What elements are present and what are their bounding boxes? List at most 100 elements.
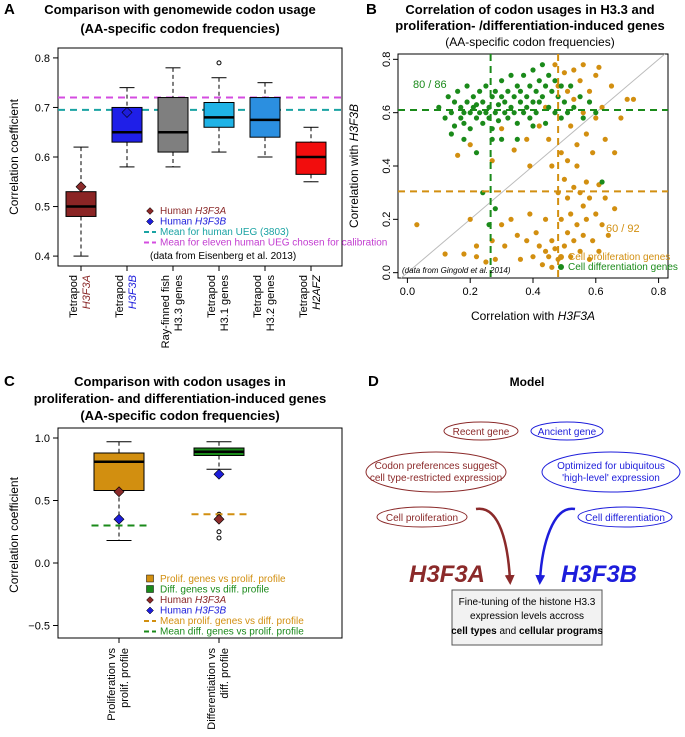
b-point: [612, 150, 618, 156]
b-point: [558, 115, 564, 121]
a-box-3: [203, 60, 235, 153]
b-ytick-label: 0.2: [381, 212, 393, 227]
b-point: [530, 99, 536, 105]
panel-d-model: Model Recent gene Ancient gene Codon pre…: [365, 375, 681, 646]
b-point: [505, 88, 511, 94]
b-xtick-label: 0.4: [525, 286, 540, 298]
model-title: Model: [510, 375, 545, 389]
b-point: [552, 62, 558, 68]
legend-label-gene: H3F3B: [195, 606, 226, 617]
legend-label-4: Mean prolif. genes vs diff. profile: [160, 616, 304, 627]
b-point: [536, 99, 542, 105]
box-body: [93, 452, 145, 491]
b-point: [451, 123, 458, 129]
model-box-line3: cell types and cellular programs: [451, 626, 603, 637]
b-point: [499, 126, 505, 132]
a-category-label-2: Ray-finned fishH3.3 genes: [160, 275, 185, 349]
legend-square-1: [146, 585, 154, 593]
b-point: [508, 216, 514, 222]
b-point: [599, 104, 605, 110]
b-point: [558, 150, 564, 156]
panel-c-title-line1: Comparison with codon usages in: [74, 374, 286, 389]
a-category-label-0: TetrapodH3F3A: [68, 275, 93, 318]
a-ytick-label: 0.8: [35, 53, 50, 65]
b-point: [546, 136, 552, 142]
b-point: [586, 99, 593, 105]
c-marker-1: [113, 513, 125, 525]
model-arrow-proliferation: [475, 507, 515, 585]
category-label-line2: diff. profile: [219, 648, 231, 699]
panel-c-category-labels: Proliferation vsprolif. profile Different…: [106, 648, 231, 730]
b-legend-label-0: Cell proliferation genes: [568, 252, 670, 263]
model-arrow-differentiation: [535, 507, 576, 585]
model-gene-h3f3a: H3F3A: [409, 561, 485, 588]
panel-b-threshold-lines: [398, 54, 668, 278]
b-point: [499, 78, 505, 84]
b-point: [583, 131, 589, 137]
panel-letter-c: C: [4, 373, 15, 390]
b-point: [495, 102, 502, 108]
b-point: [602, 195, 608, 201]
b-point: [499, 136, 505, 142]
legend-square-0: [146, 574, 154, 583]
b-point: [448, 110, 454, 116]
category-label-line1: Tetrapod: [68, 275, 80, 318]
b-point: [618, 115, 624, 121]
b-point: [508, 72, 514, 78]
b-point: [483, 83, 489, 89]
legend-label-prefix: Mean diff. genes vs prolif. profile: [160, 627, 304, 638]
b-point: [464, 83, 470, 89]
b-point: [436, 104, 442, 110]
model-box-cell-types: cell types: [451, 626, 497, 637]
legend-label-5: Mean diff. genes vs prolif. profile: [160, 627, 304, 638]
b-point: [599, 179, 605, 185]
b-point: [612, 206, 618, 212]
b-point: [536, 243, 542, 249]
b-point: [593, 72, 599, 78]
category-label-line1: Ray-finned fish: [160, 275, 172, 348]
model-optimized-line2: 'high-level' expression: [562, 473, 660, 484]
panel-a-chart: Comparison with genomewide codon usage (…: [7, 2, 387, 348]
panel-a-title: Comparison with genomewide codon usage: [44, 2, 316, 17]
a-ytick-label: 0.4: [35, 251, 50, 263]
panel-b-chart: Correlation of codon usages in H3.3 and …: [347, 2, 678, 323]
box-body: [157, 97, 189, 153]
panel-b-source-note: (data from Gingold et al. 2014): [402, 266, 511, 275]
b-point: [455, 88, 461, 94]
panel-b-ylabel-prefix: Correlation with: [347, 141, 361, 228]
category-label-line2: prolif. profile: [119, 648, 131, 708]
b-point: [546, 104, 552, 110]
b-xtick-label: 0.8: [651, 286, 666, 298]
b-point: [564, 158, 571, 164]
model-recent-gene-label: Recent gene: [453, 427, 510, 438]
panel-b-ylabel-gene: H3F3B: [347, 104, 361, 141]
box-outlier: [216, 535, 222, 541]
c-ytick-label: 0.5: [35, 496, 50, 508]
a-marker-1: [121, 106, 133, 118]
legend-label-prefix: Human: [160, 606, 195, 617]
b-point: [561, 243, 567, 249]
b-ytick-label: 0.0: [381, 265, 393, 280]
category-label-line1: Tetrapod: [206, 275, 218, 318]
category-label-line2: H3.1 genes: [219, 275, 231, 332]
panel-b-xlabel: Correlation with H3F3A: [471, 309, 595, 323]
box-outlier: [216, 529, 222, 535]
model-cell-differentiation-label: Cell differentiation: [585, 513, 665, 524]
b-point: [524, 136, 530, 142]
b-point: [552, 78, 558, 84]
legend-label-2: Mean for human UEG (3803): [160, 227, 289, 238]
b-point: [489, 158, 495, 164]
b-point: [596, 248, 602, 254]
legend-label-prefix: Human: [160, 217, 195, 228]
b-point: [571, 104, 577, 110]
legend-label-gene: H3F3B: [195, 217, 226, 228]
b-point: [461, 251, 467, 257]
panel-b-axes: 0.0 0.2 0.4 0.6 0.8 0.0 0.2 0.4 0.6 0.8: [381, 52, 666, 298]
b-point: [574, 222, 580, 228]
b-point: [549, 238, 555, 244]
b-point: [499, 94, 505, 100]
b-point: [558, 83, 564, 89]
b-point: [517, 256, 524, 262]
